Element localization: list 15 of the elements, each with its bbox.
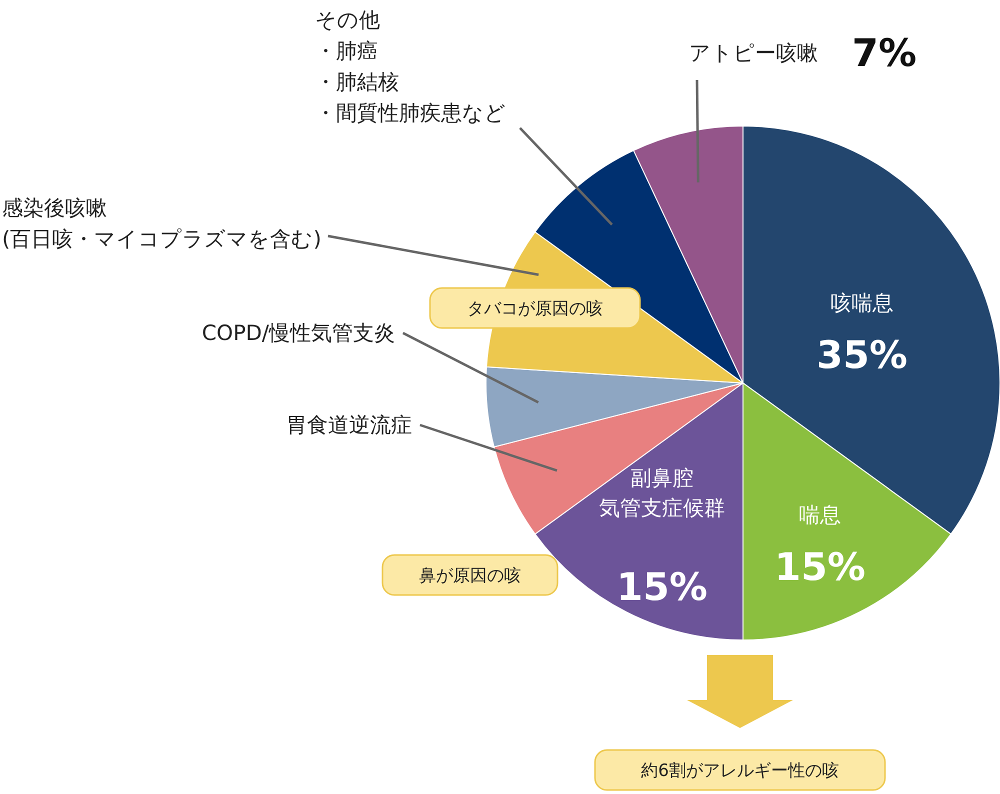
slice-label: 副鼻腔気管支症候群 bbox=[599, 466, 725, 520]
slice-label: アトピー咳嗽 bbox=[689, 41, 818, 65]
data-label: 35% bbox=[816, 333, 908, 377]
data-label: 15% bbox=[774, 545, 866, 589]
text: 鼻が原因の咳 bbox=[419, 566, 521, 586]
data-label: 7% bbox=[852, 31, 917, 75]
slice-label: 胃食道逆流症 bbox=[286, 413, 412, 437]
data-label: 15% bbox=[616, 565, 708, 609]
slice-label: その他・肺癌・肺結核・間質性肺疾患など bbox=[315, 8, 506, 125]
text: 約6割がアレルギー性の咳 bbox=[641, 761, 839, 781]
slice-label: COPD/慢性気管支炎 bbox=[202, 321, 395, 345]
slice-label: 咳喘息 bbox=[830, 291, 894, 315]
slice-label: 感染後咳嗽(百日咳・マイコプラズマを含む) bbox=[2, 196, 322, 251]
text: タバコが原因の咳 bbox=[467, 299, 603, 319]
slice-label: 喘息 bbox=[799, 503, 841, 527]
